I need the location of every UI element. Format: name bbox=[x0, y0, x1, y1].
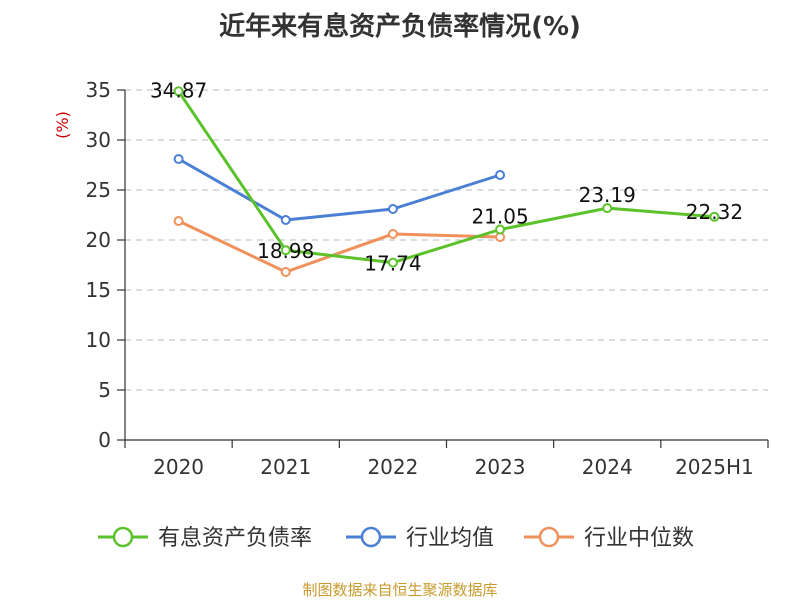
y-tick-label: 0 bbox=[98, 428, 111, 452]
data-point bbox=[173, 216, 184, 226]
data-point bbox=[495, 224, 506, 235]
chart-title: 近年来有息资产负债率情况(%) bbox=[219, 11, 581, 42]
legend-swatch-marker bbox=[112, 526, 134, 548]
y-tick-labels: 0 5 10 15 20 25 30 35 bbox=[86, 78, 111, 452]
series-line bbox=[177, 219, 501, 274]
legend-label: 行业中位数 bbox=[584, 526, 694, 551]
data-point bbox=[387, 229, 398, 239]
y-tick-label: 15 bbox=[86, 278, 111, 302]
data-point bbox=[387, 257, 398, 268]
axes bbox=[117, 89, 769, 448]
x-tick-label: 2022 bbox=[367, 455, 418, 479]
series-line bbox=[177, 90, 715, 265]
y-tick-label: 5 bbox=[98, 378, 111, 402]
legend-label: 有息资产负债率 bbox=[158, 526, 312, 551]
y-tick-label: 10 bbox=[86, 328, 111, 352]
y-tick-label: 25 bbox=[86, 178, 111, 202]
data-label: 21.05 bbox=[471, 205, 528, 229]
x-tick-label: 2021 bbox=[260, 455, 311, 479]
y-axis-unit: (%) bbox=[53, 111, 72, 139]
data-label: 17.74 bbox=[364, 252, 421, 276]
data-point bbox=[280, 267, 291, 277]
data-point bbox=[387, 204, 398, 214]
legend: 有息资产负债率 行业均值 行业中位数 bbox=[98, 526, 694, 551]
x-tick-label: 2023 bbox=[475, 455, 526, 479]
legend-swatch-marker bbox=[538, 526, 560, 548]
series-line bbox=[177, 157, 501, 222]
data-label: 34.87 bbox=[150, 78, 207, 102]
y-tick-label: 35 bbox=[86, 78, 111, 102]
x-tick-labels: 2020 2021 2022 2023 2024 2025H1 bbox=[153, 455, 754, 479]
data-label: 18.98 bbox=[257, 239, 314, 263]
data-point bbox=[280, 215, 291, 225]
x-tick-label: 2025H1 bbox=[675, 455, 754, 479]
y-tick-label: 20 bbox=[86, 228, 111, 252]
legend-swatch-marker bbox=[360, 526, 382, 548]
grid-lines bbox=[125, 89, 768, 391]
data-point bbox=[173, 86, 184, 97]
data-labels: 34.87 18.98 17.74 21.05 23.19 22.32 bbox=[150, 78, 743, 275]
legend-label: 行业均值 bbox=[406, 526, 494, 551]
data-point bbox=[495, 170, 506, 180]
data-point bbox=[280, 245, 291, 256]
data-label: 22.32 bbox=[686, 200, 743, 224]
series-group bbox=[173, 86, 720, 277]
data-point bbox=[709, 211, 720, 222]
data-label: 23.19 bbox=[579, 183, 636, 207]
data-point bbox=[602, 203, 613, 214]
x-tick-label: 2024 bbox=[582, 455, 633, 479]
source-note: 制图数据来自恒生聚源数据库 bbox=[302, 581, 497, 599]
y-tick-label: 30 bbox=[86, 128, 111, 152]
x-tick-label: 2020 bbox=[153, 455, 204, 479]
data-point bbox=[173, 154, 184, 164]
